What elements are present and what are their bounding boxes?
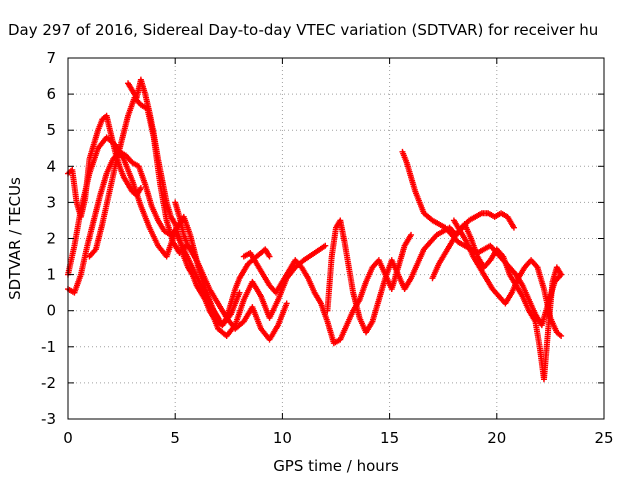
y-tick-label: 3 [46, 193, 56, 211]
x-tick-label: 5 [170, 429, 180, 447]
data-point [322, 242, 329, 249]
data-point [137, 184, 144, 191]
y-tick-label: -2 [41, 374, 56, 392]
grid-lines [68, 58, 604, 419]
chart-title: Day 297 of 2016, Sidereal Day-to-day VTE… [8, 21, 598, 39]
y-tick-label: 5 [46, 121, 56, 139]
x-tick-label: 0 [63, 429, 73, 447]
x-axis-title: GPS time / hours [273, 457, 399, 475]
x-tick-label: 25 [594, 429, 613, 447]
data-point [266, 253, 273, 260]
data-point [558, 271, 565, 278]
data-point [510, 224, 517, 231]
y-tick-label: 7 [46, 49, 56, 67]
data-point [236, 289, 243, 296]
x-tick-label: 10 [273, 429, 292, 447]
x-tick-label: 20 [487, 429, 506, 447]
data-point [408, 231, 415, 238]
data-point [283, 300, 290, 307]
y-tick-label: -1 [41, 338, 56, 356]
y-tick-label: 6 [46, 85, 56, 103]
x-tick-label: 15 [380, 429, 399, 447]
y-tick-label: -3 [41, 410, 56, 428]
data-series-5 [125, 76, 273, 329]
data-series-6 [172, 199, 290, 343]
y-tick-label: 0 [46, 302, 56, 320]
data-point [558, 332, 565, 339]
data-series-2 [65, 112, 144, 220]
axes: 0 5 10 15 20 25 -3 -2 -1 0 1 2 3 4 5 6 7 [41, 49, 614, 447]
y-tick-label: 4 [46, 157, 56, 175]
y-tick-label: 2 [46, 230, 56, 248]
y-tick-label: 1 [46, 266, 56, 284]
data-series-8 [324, 210, 517, 336]
data-series-10 [429, 221, 565, 383]
data-series [65, 76, 565, 383]
data-series-11 [450, 217, 565, 339]
y-axis-title: SDTVAR / TECUs [6, 177, 24, 300]
